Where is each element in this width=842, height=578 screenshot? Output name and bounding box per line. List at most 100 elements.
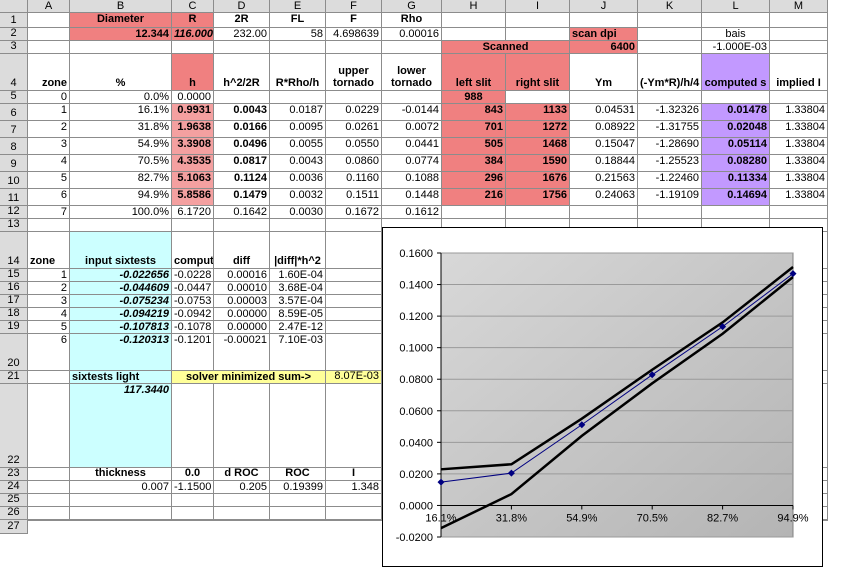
cell-d23[interactable]: dial estimate d ROC [214,468,270,481]
cell-h9[interactable]: 384 [442,155,506,172]
corner-select-all[interactable] [0,0,28,13]
cell-f12[interactable]: 0.1672 [326,206,382,219]
cell-g3[interactable] [382,41,442,54]
cell-c2[interactable]: 116.000 [172,28,214,41]
cell-f17[interactable] [326,295,382,308]
row-header-16[interactable]: 16 [0,282,28,295]
cell-c12[interactable]: 6.1720 [172,206,214,219]
cell-i4[interactable]: right slit [506,54,570,91]
cell-l7[interactable]: 0.02048 [702,121,770,138]
cell-d3[interactable] [214,41,270,54]
row-header-23[interactable]: 23 [0,468,28,481]
cell-e18[interactable]: 8.59E-05 [270,308,326,321]
cell-l11[interactable]: 0.14694 [702,189,770,206]
cell-i2[interactable] [506,28,570,41]
cell-e14[interactable]: |diff|*h^2 [270,232,326,269]
cell-h8[interactable]: 505 [442,138,506,155]
merged-cell-h3[interactable]: Scanned [442,41,570,54]
cell-e25[interactable] [270,494,326,507]
cell-f9[interactable]: 0.0860 [326,155,382,172]
row-header-6[interactable]: 6 [0,104,28,121]
cell-c9[interactable]: 4.3535 [172,155,214,172]
cell-i10[interactable]: 1676 [506,172,570,189]
cell-g8[interactable]: 0.0441 [382,138,442,155]
cell-j4[interactable]: Ym [570,54,638,91]
cell-d2[interactable]: 232.00 [214,28,270,41]
cell-e19[interactable]: 2.47E-12 [270,321,326,334]
cell-k4[interactable]: (-Ym*R)/h/4 [638,54,702,91]
column-header-a[interactable]: A [28,0,70,13]
cell-c6[interactable]: 0.9931 [172,104,214,121]
row-header-25[interactable]: 25 [0,494,28,507]
column-header-g[interactable]: G [382,0,442,13]
cell-b26[interactable] [70,507,172,520]
row-header-2[interactable]: 2 [0,28,28,41]
cell-c8[interactable]: 3.3908 [172,138,214,155]
cell-f13[interactable] [326,219,382,232]
cell-k8[interactable]: -1.28690 [638,138,702,155]
row-header-22[interactable]: 22 [0,384,28,468]
row-header-12[interactable]: 12 [0,206,28,219]
cell-b16[interactable]: -0.044609 [70,282,172,295]
cell-d15[interactable]: 0.00016 [214,269,270,282]
cell-a2[interactable] [28,28,70,41]
row-header-21[interactable]: 21 [0,371,28,384]
cell-c26[interactable] [172,507,214,520]
cell-f25[interactable] [326,494,382,507]
row-header-15[interactable]: 15 [0,269,28,282]
cell-j12[interactable] [570,206,638,219]
cell-b5[interactable]: 0.0% [70,91,172,104]
cell-k1[interactable] [638,13,702,28]
column-header-e[interactable]: E [270,0,326,13]
cell-a15[interactable]: 1 [28,269,70,282]
cell-f21[interactable]: 8.07E-03 [326,371,382,384]
cell-f26[interactable] [326,507,382,520]
cell-c3[interactable] [172,41,214,54]
cell-f23[interactable]: Estimated I [326,468,382,481]
cell-c15[interactable]: -0.0228 [172,269,214,282]
cell-i6[interactable]: 1133 [506,104,570,121]
cell-a16[interactable]: 2 [28,282,70,295]
cell-k9[interactable]: -1.25523 [638,155,702,172]
cell-k2[interactable] [638,28,702,41]
cell-k7[interactable]: -1.31755 [638,121,702,138]
cell-d13[interactable] [214,219,270,232]
cell-d7[interactable]: 0.0166 [214,121,270,138]
cell-h4[interactable]: left slit [442,54,506,91]
chart[interactable]: -0.0200 0.0000 0.0200 0.0400 0.0600 0.0800 0.1… [382,227,823,567]
row-header-14[interactable]: 14 [0,232,28,269]
cell-b17[interactable]: -0.075234 [70,295,172,308]
cell-b15[interactable]: -0.022656 [70,269,172,282]
cell-a17[interactable]: 3 [28,295,70,308]
cell-c1[interactable]: R [172,13,214,28]
cell-e27[interactable] [270,520,326,521]
cell-j11[interactable]: 0.24063 [570,189,638,206]
column-header-m[interactable]: M [770,0,828,13]
cell-l6[interactable]: 0.01478 [702,104,770,121]
cell-c4[interactable]: h [172,54,214,91]
cell-m8[interactable]: 1.33804 [770,138,828,155]
cell-d4[interactable]: h^2/2R [214,54,270,91]
cell-c7[interactable]: 1.9638 [172,121,214,138]
cell-h12[interactable] [442,206,506,219]
cell-f2[interactable]: 4.698639 [326,28,382,41]
cell-i8[interactable]: 1468 [506,138,570,155]
cell-f3[interactable] [326,41,382,54]
cell-g1[interactable]: Rho [382,13,442,28]
column-header-b[interactable]: B [70,0,172,13]
row-header-19[interactable]: 19 [0,321,28,334]
cell-h10[interactable]: 296 [442,172,506,189]
cell-j6[interactable]: 0.04531 [570,104,638,121]
cell-e24[interactable]: 0.19399 [270,481,326,494]
cell-h11[interactable]: 216 [442,189,506,206]
cell-c13[interactable] [172,219,214,232]
cell-d17[interactable]: 0.00003 [214,295,270,308]
cell-j9[interactable]: 0.18844 [570,155,638,172]
cell-c20[interactable]: -0.1201 [172,334,214,371]
cell-d14[interactable]: diff [214,232,270,269]
row-header-9[interactable]: 9 [0,155,28,172]
cell-j7[interactable]: 0.08922 [570,121,638,138]
cell-f22[interactable] [326,384,382,468]
cell-l10[interactable]: 0.11334 [702,172,770,189]
cell-a6[interactable]: 1 [28,104,70,121]
